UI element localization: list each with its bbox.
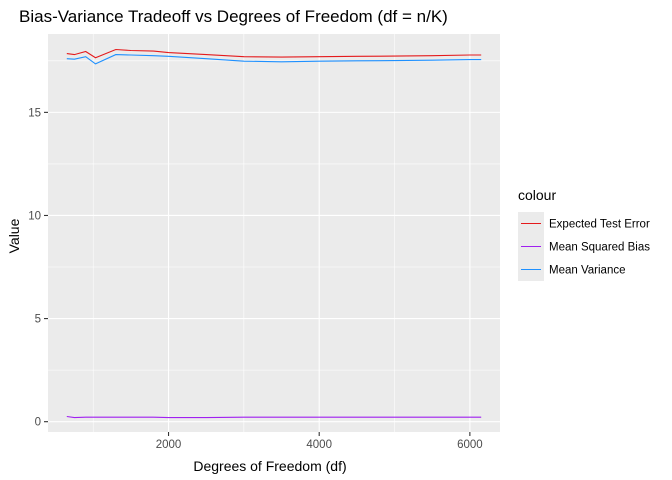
series-line-expected-test-error [66, 48, 482, 59]
x-tick-label: 4000 [306, 439, 332, 451]
legend-title: colour [518, 187, 556, 203]
y-tick-label: 0 [35, 417, 41, 429]
x-tick-label: 6000 [457, 439, 483, 451]
x-axis-title: Degrees of Freedom (df) [193, 458, 346, 474]
y-axis-title: Value [6, 218, 22, 253]
y-tick-label: 5 [35, 314, 41, 326]
x-axis-ticks: 2000 4000 6000 [156, 432, 483, 451]
y-tick-label: 15 [28, 107, 41, 119]
y-tick-label: 10 [28, 210, 41, 222]
chart-title: Bias-Variance Tradeoff vs Degrees of Fre… [19, 7, 448, 26]
legend-label-expected-test-error: Expected Test Error [549, 219, 650, 231]
y-axis-ticks: 0 5 10 15 [28, 107, 48, 429]
plot-panel [48, 34, 500, 432]
series-line-mean-squared-bias [66, 415, 482, 419]
legend-label-mean-variance: Mean Variance [549, 265, 626, 277]
minor-gridlines [48, 34, 500, 432]
legend-label-mean-squared-bias: Mean Squared Bias [549, 242, 650, 254]
series-lines [66, 48, 482, 419]
major-gridlines [48, 34, 500, 432]
series-line-mean-variance [66, 54, 482, 65]
legend: colour Expected Test Error Mean Squared B… [518, 187, 650, 281]
x-tick-label: 2000 [156, 439, 182, 451]
